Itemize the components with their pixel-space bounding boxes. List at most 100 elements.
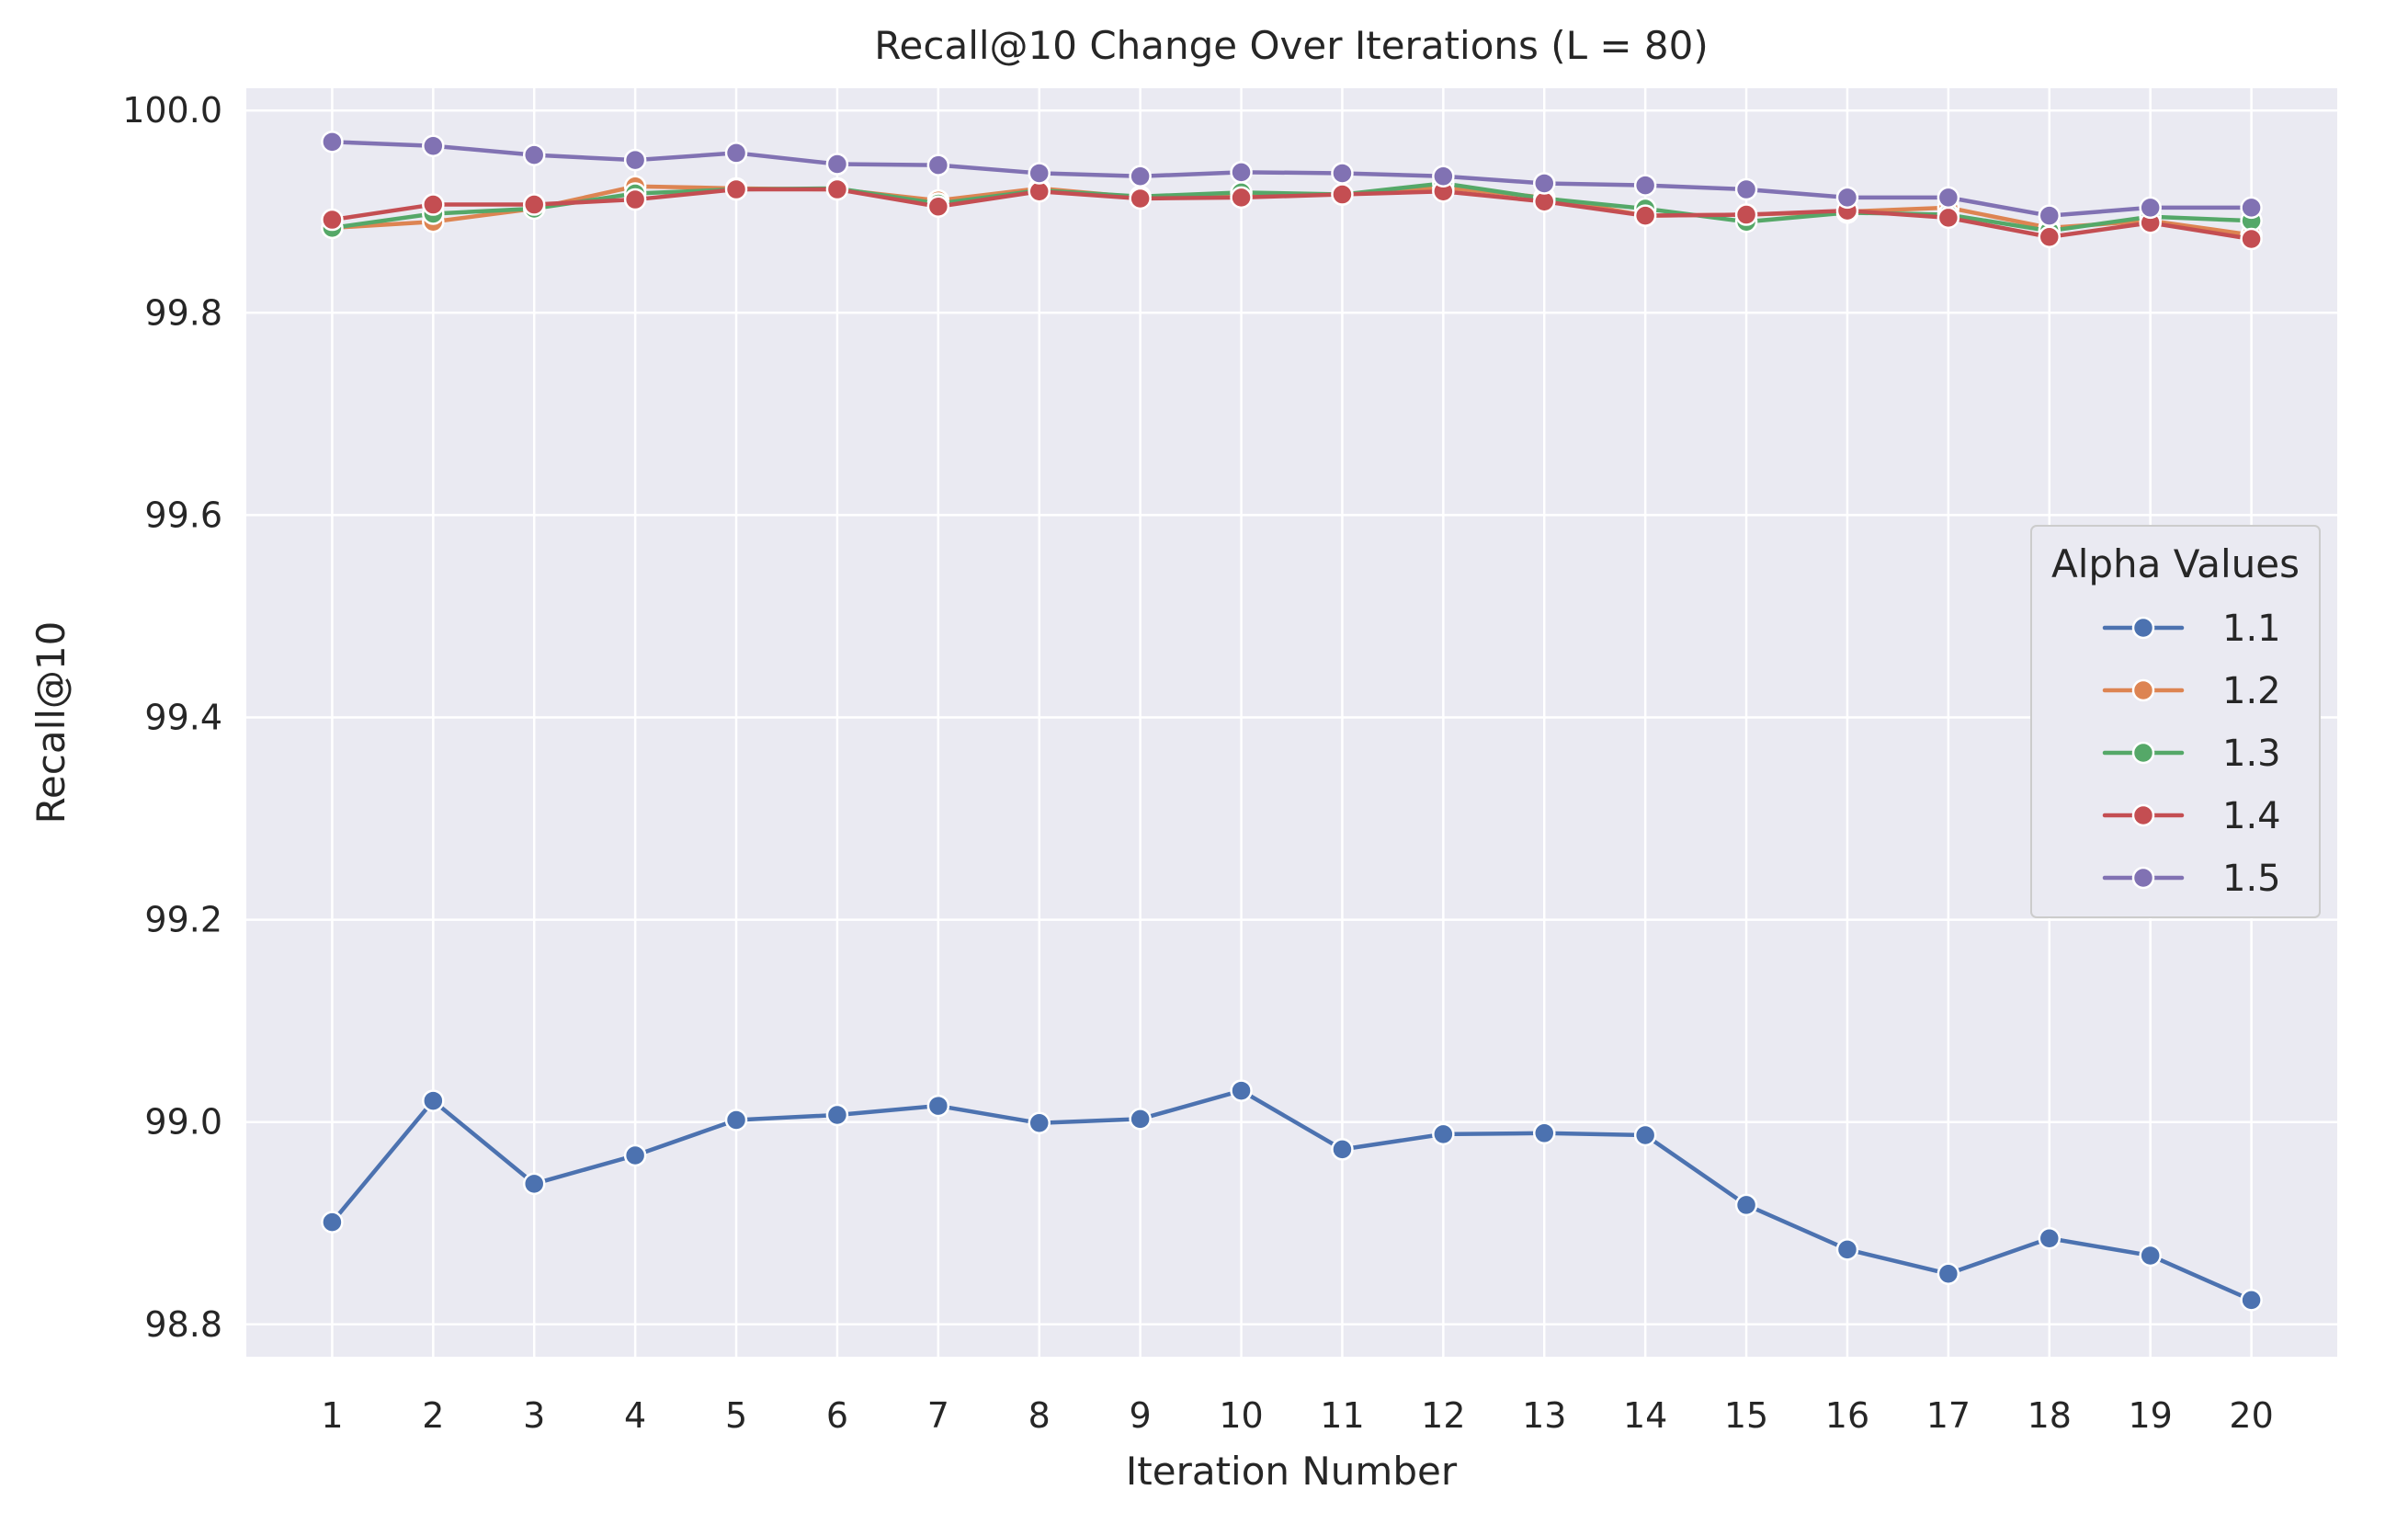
data-point <box>422 134 445 157</box>
y-tick-label: 99.4 <box>144 697 222 737</box>
y-tick-label: 99.8 <box>144 292 222 333</box>
data-point <box>1633 204 1657 227</box>
data-point <box>2038 204 2062 227</box>
x-tick-label: 20 <box>2229 1395 2273 1436</box>
x-tick-label: 8 <box>1028 1395 1051 1436</box>
series-line <box>330 181 2254 233</box>
data-point <box>2139 1244 2162 1268</box>
data-point <box>522 1172 546 1196</box>
x-tick-label: 4 <box>624 1395 646 1436</box>
data-point <box>1129 1108 1152 1131</box>
data-point <box>1533 172 1556 195</box>
legend-label: 1.5 <box>2222 858 2281 900</box>
data-point <box>1230 1079 1253 1102</box>
data-point <box>724 177 748 201</box>
data-point <box>1432 1122 1455 1146</box>
x-tick-label: 13 <box>1522 1395 1566 1436</box>
data-point <box>724 1109 748 1132</box>
data-point <box>623 188 647 211</box>
legend-entry: 1.1 <box>2102 608 2281 650</box>
y-axis-label: Recall@10 <box>28 621 74 825</box>
legend-marker <box>2131 866 2155 890</box>
data-point <box>321 131 344 154</box>
legend-label: 1.2 <box>2222 670 2281 712</box>
data-point <box>2240 1289 2263 1312</box>
data-point <box>926 195 950 219</box>
legend-entry: 1.4 <box>2102 795 2281 837</box>
legend-marker <box>2131 741 2155 765</box>
x-tick-label: 2 <box>422 1395 444 1436</box>
data-point <box>1633 174 1657 197</box>
x-tick-label: 9 <box>1130 1395 1152 1436</box>
data-point <box>1028 1111 1051 1135</box>
data-point <box>1028 162 1051 185</box>
x-tick-label: 11 <box>1320 1395 1364 1436</box>
legend-box <box>2030 525 2321 918</box>
data-point <box>926 1094 950 1118</box>
data-point <box>724 142 748 165</box>
data-point <box>522 143 546 166</box>
data-point <box>1432 165 1455 188</box>
x-tick-label: 7 <box>927 1395 949 1436</box>
x-tick-label: 10 <box>1219 1395 1263 1436</box>
x-tick-label: 6 <box>826 1395 848 1436</box>
y-tick-label: 99.0 <box>144 1102 222 1143</box>
x-axis-ticks: 1 2 3 4 5 6 7 8 9 10 11 12 13 14 15 16 17 18 19 20 <box>321 1395 2273 1436</box>
legend-label: 1.1 <box>2222 608 2281 650</box>
data-point <box>2038 1226 2062 1250</box>
y-axis-ticks: 98.8 99.0 99.2 99.4 99.6 99.8 100.0 <box>122 90 222 1345</box>
x-axis-label: Iteration Number <box>1126 1449 1458 1494</box>
data-point <box>2139 196 2162 220</box>
data-point <box>321 208 344 232</box>
x-tick-label: 14 <box>1623 1395 1667 1436</box>
legend-marker <box>2131 803 2155 827</box>
data-point <box>522 193 546 216</box>
data-point <box>1331 183 1354 206</box>
legend-label: 1.3 <box>2222 733 2281 775</box>
legend-items: 1.1 1.2 1.3 1.4 1.5 <box>2102 608 2281 900</box>
data-point <box>2240 227 2263 251</box>
data-point <box>1835 1238 1859 1261</box>
x-tick-label: 16 <box>1825 1395 1869 1436</box>
data-point <box>1129 165 1152 188</box>
x-tick-label: 3 <box>523 1395 545 1436</box>
series-line <box>330 1088 2254 1302</box>
legend-entry: 1.2 <box>2102 670 2281 712</box>
series-1-4 <box>321 177 2263 251</box>
y-tick-label: 98.8 <box>144 1304 222 1345</box>
data-point <box>926 154 950 176</box>
x-tick-label: 18 <box>2027 1395 2072 1436</box>
data-point <box>825 153 849 176</box>
data-point <box>1633 1123 1657 1147</box>
x-tick-label: 15 <box>1724 1395 1768 1436</box>
series-lines <box>321 131 2263 1312</box>
x-tick-label: 17 <box>1926 1395 1971 1436</box>
x-tick-label: 12 <box>1421 1395 1465 1436</box>
legend-label: 1.4 <box>2222 795 2281 837</box>
data-point <box>1734 203 1758 226</box>
data-point <box>2240 196 2263 220</box>
series-1-1 <box>321 1079 2263 1312</box>
data-point <box>422 1089 445 1112</box>
data-point <box>2038 225 2062 249</box>
data-point <box>1734 1193 1758 1217</box>
legend-entry: 1.3 <box>2102 733 2281 775</box>
data-point <box>321 1211 344 1234</box>
data-point <box>1129 187 1152 210</box>
data-point <box>623 1143 647 1167</box>
data-point <box>825 1103 849 1127</box>
y-tick-label: 100.0 <box>122 90 222 131</box>
y-tick-label: 99.6 <box>144 495 222 535</box>
x-tick-label: 5 <box>725 1395 747 1436</box>
series-1-5 <box>321 131 2263 227</box>
data-point <box>1230 161 1253 184</box>
data-point <box>1937 186 1960 210</box>
legend-marker <box>2131 616 2155 640</box>
x-tick-label: 1 <box>321 1395 343 1436</box>
data-point <box>1937 206 1960 230</box>
data-point <box>1835 186 1859 210</box>
data-point <box>1331 162 1354 185</box>
series-line <box>330 187 2254 242</box>
data-point <box>1230 186 1253 210</box>
data-point <box>422 193 445 216</box>
